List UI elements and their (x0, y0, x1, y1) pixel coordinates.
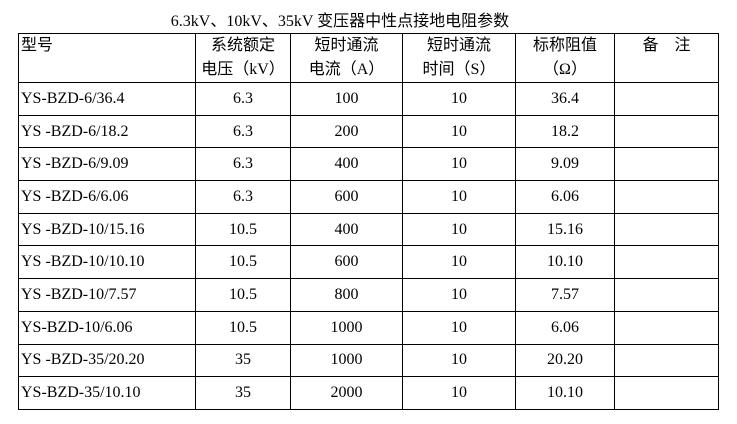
table: 型号 系统额定 电压（kV） 短时通流 电流（A） 短时通流 时间（S） 标称阻值 （Ω）备 注… (18, 33, 719, 410)
cell (614, 82, 719, 116)
cell (614, 245, 719, 280)
cell: YS -BZD-10/10.10 (18, 245, 196, 280)
cell: 600 (290, 245, 403, 280)
header-line: 标称阻值 (532, 37, 597, 54)
header-cell: 系统额定电压（kV） (195, 33, 291, 83)
cell: 10.5 (195, 212, 291, 247)
cell: YS-BZD-6/36.4 (18, 82, 196, 116)
cell: 10 (402, 310, 516, 345)
header-cell: 短时通流时间（S） (402, 33, 516, 83)
cell (614, 212, 719, 247)
cell: 10 (402, 245, 516, 280)
cell: 10.10 (515, 376, 615, 410)
row: YS -BZD-35/20.20 35 1000 10 20.20 (18, 343, 719, 378)
row: YS-BZD-10/6.06 10.5 1000 10 6.06 (18, 310, 719, 345)
header-cell: 标称阻值 （Ω） (515, 33, 615, 83)
cell: 7.57 (515, 278, 615, 312)
cell: YS -BZD-6/9.09 (18, 147, 196, 182)
cell: 1000 (290, 343, 403, 378)
cell: 15.16 (515, 212, 615, 247)
cell: 100 (290, 82, 403, 116)
cell: 10 (402, 212, 516, 247)
cell: 36.4 (515, 82, 615, 116)
cell: YS-BZD-10/6.06 (18, 310, 196, 345)
cell: 10 (402, 180, 516, 214)
row: YS-BZD-35/10.10 35 2000 10 10.10 (18, 376, 719, 410)
row: YS -BZD-10/15.16 10.5 400 10 15.16 (18, 212, 719, 247)
cell: YS -BZD-10/7.57 (18, 278, 196, 312)
cell (614, 114, 719, 149)
cell (614, 278, 719, 312)
cell: 35 (195, 376, 291, 410)
cell: 6.06 (515, 180, 615, 214)
cell: 6.3 (195, 180, 291, 214)
cell: 1000 (290, 310, 403, 345)
header-line: 短时通流 (314, 37, 379, 54)
cell: 10.5 (195, 310, 291, 345)
header-line: （Ω） (543, 61, 587, 78)
cell: 6.06 (515, 310, 615, 345)
cell: YS-BZD-35/10.10 (18, 376, 196, 410)
cell: 10 (402, 376, 516, 410)
cell: 600 (290, 180, 403, 214)
cell: YS -BZD-6/6.06 (18, 180, 196, 214)
header-cell: 短时通流电流（A） (290, 33, 403, 83)
cell: 18.2 (515, 114, 615, 149)
cell (614, 310, 719, 345)
row: YS -BZD-10/10.10 10.5 600 10 10.10 (18, 245, 719, 280)
cell: 35 (195, 343, 291, 378)
cell: 10.5 (195, 278, 291, 312)
row: YS -BZD-6/6.06 6.3 600 10 6.06 (18, 180, 719, 214)
header-cell: 备 注 (614, 33, 719, 83)
cell (614, 180, 719, 214)
cell: 2000 (290, 376, 403, 410)
row: YS -BZD-6/9.09 6.3 400 10 9.09 (18, 147, 719, 182)
cell: YS -BZD-6/18.2 (18, 114, 196, 149)
cell: 400 (290, 212, 403, 247)
cell: 9.09 (515, 147, 615, 182)
row: YS -BZD-6/18.2 6.3 200 10 18.2 (18, 114, 719, 149)
header-line: 短时通流 (426, 37, 491, 54)
header-line: 电流（A） (308, 61, 385, 78)
header-line: 电压（kV） (201, 61, 285, 78)
cell: 6.3 (195, 82, 291, 116)
cell: 400 (290, 147, 403, 182)
header-row: 型号 系统额定 电压（kV） 短时通流 电流（A） 短时通流 时间（S） 标称阻值 （Ω）备 注 (18, 33, 719, 83)
header-line: 备 注 (642, 37, 691, 54)
header-line: 型号 (21, 37, 54, 54)
cell: 10 (402, 82, 516, 116)
cell (614, 147, 719, 182)
cell: 10 (402, 114, 516, 149)
cell: 10.10 (515, 245, 615, 280)
cell: 200 (290, 114, 403, 149)
cell: 10.5 (195, 245, 291, 280)
cell: 20.20 (515, 343, 615, 378)
cell: 10 (402, 147, 516, 182)
cell: 10 (402, 343, 516, 378)
cell: 6.3 (195, 147, 291, 182)
header-cell: 型号 (18, 33, 196, 83)
cell: YS -BZD-35/20.20 (18, 343, 196, 378)
cell: 10 (402, 278, 516, 312)
header-line: 时间（S） (422, 61, 496, 78)
table-body: 型号 系统额定 电压（kV） 短时通流 电流（A） 短时通流 时间（S） 标称阻值 （Ω）备 注… (18, 33, 719, 410)
row: YS-BZD-6/36.4 6.3 100 10 36.4 (18, 82, 719, 116)
cell (614, 343, 719, 378)
cell: 6.3 (195, 114, 291, 149)
cell: YS -BZD-10/15.16 (18, 212, 196, 247)
cell: 800 (290, 278, 403, 312)
header-line: 系统额定 (210, 37, 275, 54)
cell (614, 376, 719, 410)
title: 6.3kV、10kV、35kV 变压器中性点接地电阻参数 (170, 13, 510, 30)
row: YS -BZD-10/7.57 10.5 800 10 7.57 (18, 278, 719, 312)
